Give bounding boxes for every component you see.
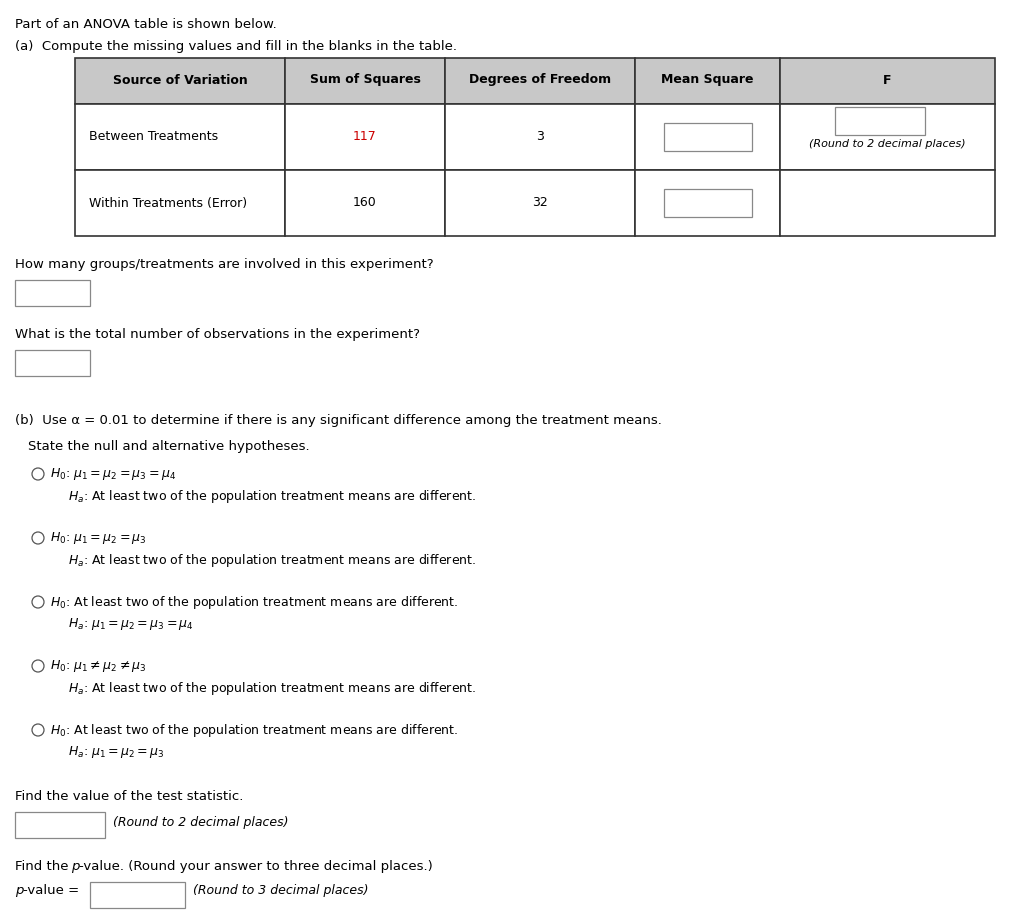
Text: $H_0$: $\mu_1 = \mu_2 = \mu_3$: $H_0$: $\mu_1 = \mu_2 = \mu_3$: [50, 530, 146, 546]
Text: p: p: [71, 860, 80, 873]
Text: -value. (Round your answer to three decimal places.): -value. (Round your answer to three deci…: [79, 860, 433, 873]
Bar: [664, 189, 752, 217]
Text: 117: 117: [353, 130, 377, 144]
Text: Find the value of the test statistic.: Find the value of the test statistic.: [15, 790, 244, 803]
Bar: [445, 104, 635, 170]
Text: What is the total number of observations in the experiment?: What is the total number of observations…: [15, 328, 420, 341]
Bar: [780, 104, 995, 170]
Text: F: F: [884, 74, 892, 87]
Text: p: p: [15, 884, 24, 897]
Text: $H_a$: $\mu_1 = \mu_2 = \mu_3$: $H_a$: $\mu_1 = \mu_2 = \mu_3$: [68, 744, 165, 760]
Bar: [780, 58, 995, 104]
Text: $H_a$: $\mu_1 = \mu_2 = \mu_3 = \mu_4$: $H_a$: $\mu_1 = \mu_2 = \mu_3 = \mu_4$: [68, 616, 194, 632]
Bar: [664, 123, 752, 151]
Text: State the null and alternative hypotheses.: State the null and alternative hypothese…: [28, 440, 309, 453]
Bar: [285, 170, 445, 236]
Text: $H_a$: At least two of the population treatment means are different.: $H_a$: At least two of the population tr…: [68, 680, 476, 697]
Bar: [285, 104, 445, 170]
Bar: [635, 58, 780, 104]
Bar: [75, 170, 285, 236]
Text: Mean Square: Mean Square: [662, 74, 754, 87]
Text: 32: 32: [532, 197, 548, 210]
Text: (b)  Use α = 0.01 to determine if there is any significant difference among the : (b) Use α = 0.01 to determine if there i…: [15, 414, 662, 427]
Text: $H_0$: At least two of the population treatment means are different.: $H_0$: At least two of the population tr…: [50, 594, 459, 611]
Bar: [780, 170, 995, 236]
Text: $H_a$: At least two of the population treatment means are different.: $H_a$: At least two of the population tr…: [68, 552, 476, 569]
Text: (Round to 2 decimal places): (Round to 2 decimal places): [113, 816, 289, 829]
Bar: [635, 104, 780, 170]
Text: 160: 160: [353, 197, 377, 210]
Text: 3: 3: [536, 130, 544, 144]
Text: Sum of Squares: Sum of Squares: [309, 74, 421, 87]
Bar: [15, 812, 105, 838]
Text: $H_0$: $\mu_1 \neq \mu_2 \neq \mu_3$: $H_0$: $\mu_1 \neq \mu_2 \neq \mu_3$: [50, 658, 146, 674]
Text: Degrees of Freedom: Degrees of Freedom: [469, 74, 611, 87]
Text: -value =: -value =: [23, 884, 83, 897]
Text: Part of an ANOVA table is shown below.: Part of an ANOVA table is shown below.: [15, 18, 276, 31]
Bar: [445, 170, 635, 236]
Bar: [15, 280, 90, 306]
Text: Within Treatments (Error): Within Treatments (Error): [89, 197, 247, 210]
Text: $H_0$: At least two of the population treatment means are different.: $H_0$: At least two of the population tr…: [50, 722, 459, 739]
Bar: [75, 104, 285, 170]
Bar: [635, 170, 780, 236]
Bar: [835, 107, 925, 135]
Text: How many groups/treatments are involved in this experiment?: How many groups/treatments are involved …: [15, 258, 433, 271]
Bar: [15, 350, 90, 376]
Text: Find the: Find the: [15, 860, 73, 873]
Text: (Round to 3 decimal places): (Round to 3 decimal places): [193, 884, 369, 897]
Bar: [285, 58, 445, 104]
Text: Between Treatments: Between Treatments: [89, 130, 218, 144]
Text: $H_0$: $\mu_1 = \mu_2 = \mu_3 = \mu_4$: $H_0$: $\mu_1 = \mu_2 = \mu_3 = \mu_4$: [50, 466, 176, 482]
Text: (a)  Compute the missing values and fill in the blanks in the table.: (a) Compute the missing values and fill …: [15, 40, 457, 53]
Text: Source of Variation: Source of Variation: [113, 74, 248, 87]
Bar: [445, 58, 635, 104]
Text: $H_a$: At least two of the population treatment means are different.: $H_a$: At least two of the population tr…: [68, 488, 476, 505]
Bar: [90, 882, 185, 908]
Bar: [75, 58, 285, 104]
Text: (Round to 2 decimal places): (Round to 2 decimal places): [809, 139, 966, 149]
